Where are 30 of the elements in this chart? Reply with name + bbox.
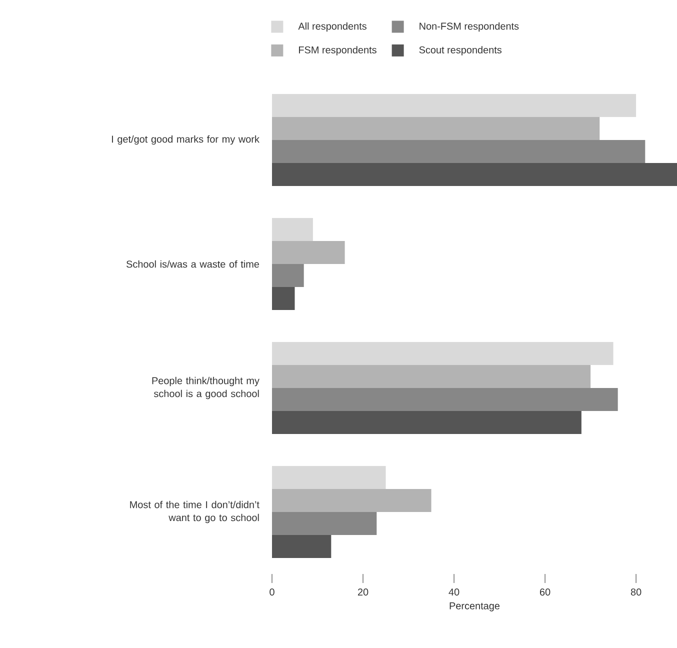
legend-label: All respondents: [298, 22, 366, 32]
bar: [272, 117, 600, 140]
y-tick-label: I get/got good marks for my work: [112, 135, 260, 145]
x-axis-title: Percentage: [450, 602, 500, 612]
bar: [272, 535, 332, 558]
bar: [272, 489, 432, 512]
bar: [272, 218, 313, 242]
bar: [272, 466, 386, 490]
bar: [272, 287, 295, 310]
y-tick-label: People think/thought my school is a good school: [152, 376, 260, 400]
bar: [272, 365, 591, 388]
legend-label: Scout respondents: [419, 46, 502, 56]
x-tick-label: 80: [630, 588, 642, 596]
y-tick-label: School is/was a waste of time: [126, 260, 260, 268]
legend-label: Non-FSM respondents: [420, 22, 519, 32]
legend-label: FSM respondents: [299, 46, 376, 56]
bar: [272, 388, 618, 412]
bar: [272, 411, 582, 434]
bar: [272, 264, 304, 288]
bar: [272, 140, 646, 164]
x-tick-label: 20: [358, 588, 368, 596]
bar: [272, 163, 677, 186]
bar: [272, 512, 377, 536]
bar: [272, 241, 345, 264]
x-tick-label: 0: [270, 588, 274, 596]
bar: [272, 342, 614, 366]
x-tick-label: 60: [540, 588, 550, 596]
bar: [272, 94, 636, 118]
y-tick-label: Most of the time I don’t/didn’t want to go to school: [130, 500, 260, 524]
x-tick-label: 40: [448, 588, 460, 596]
